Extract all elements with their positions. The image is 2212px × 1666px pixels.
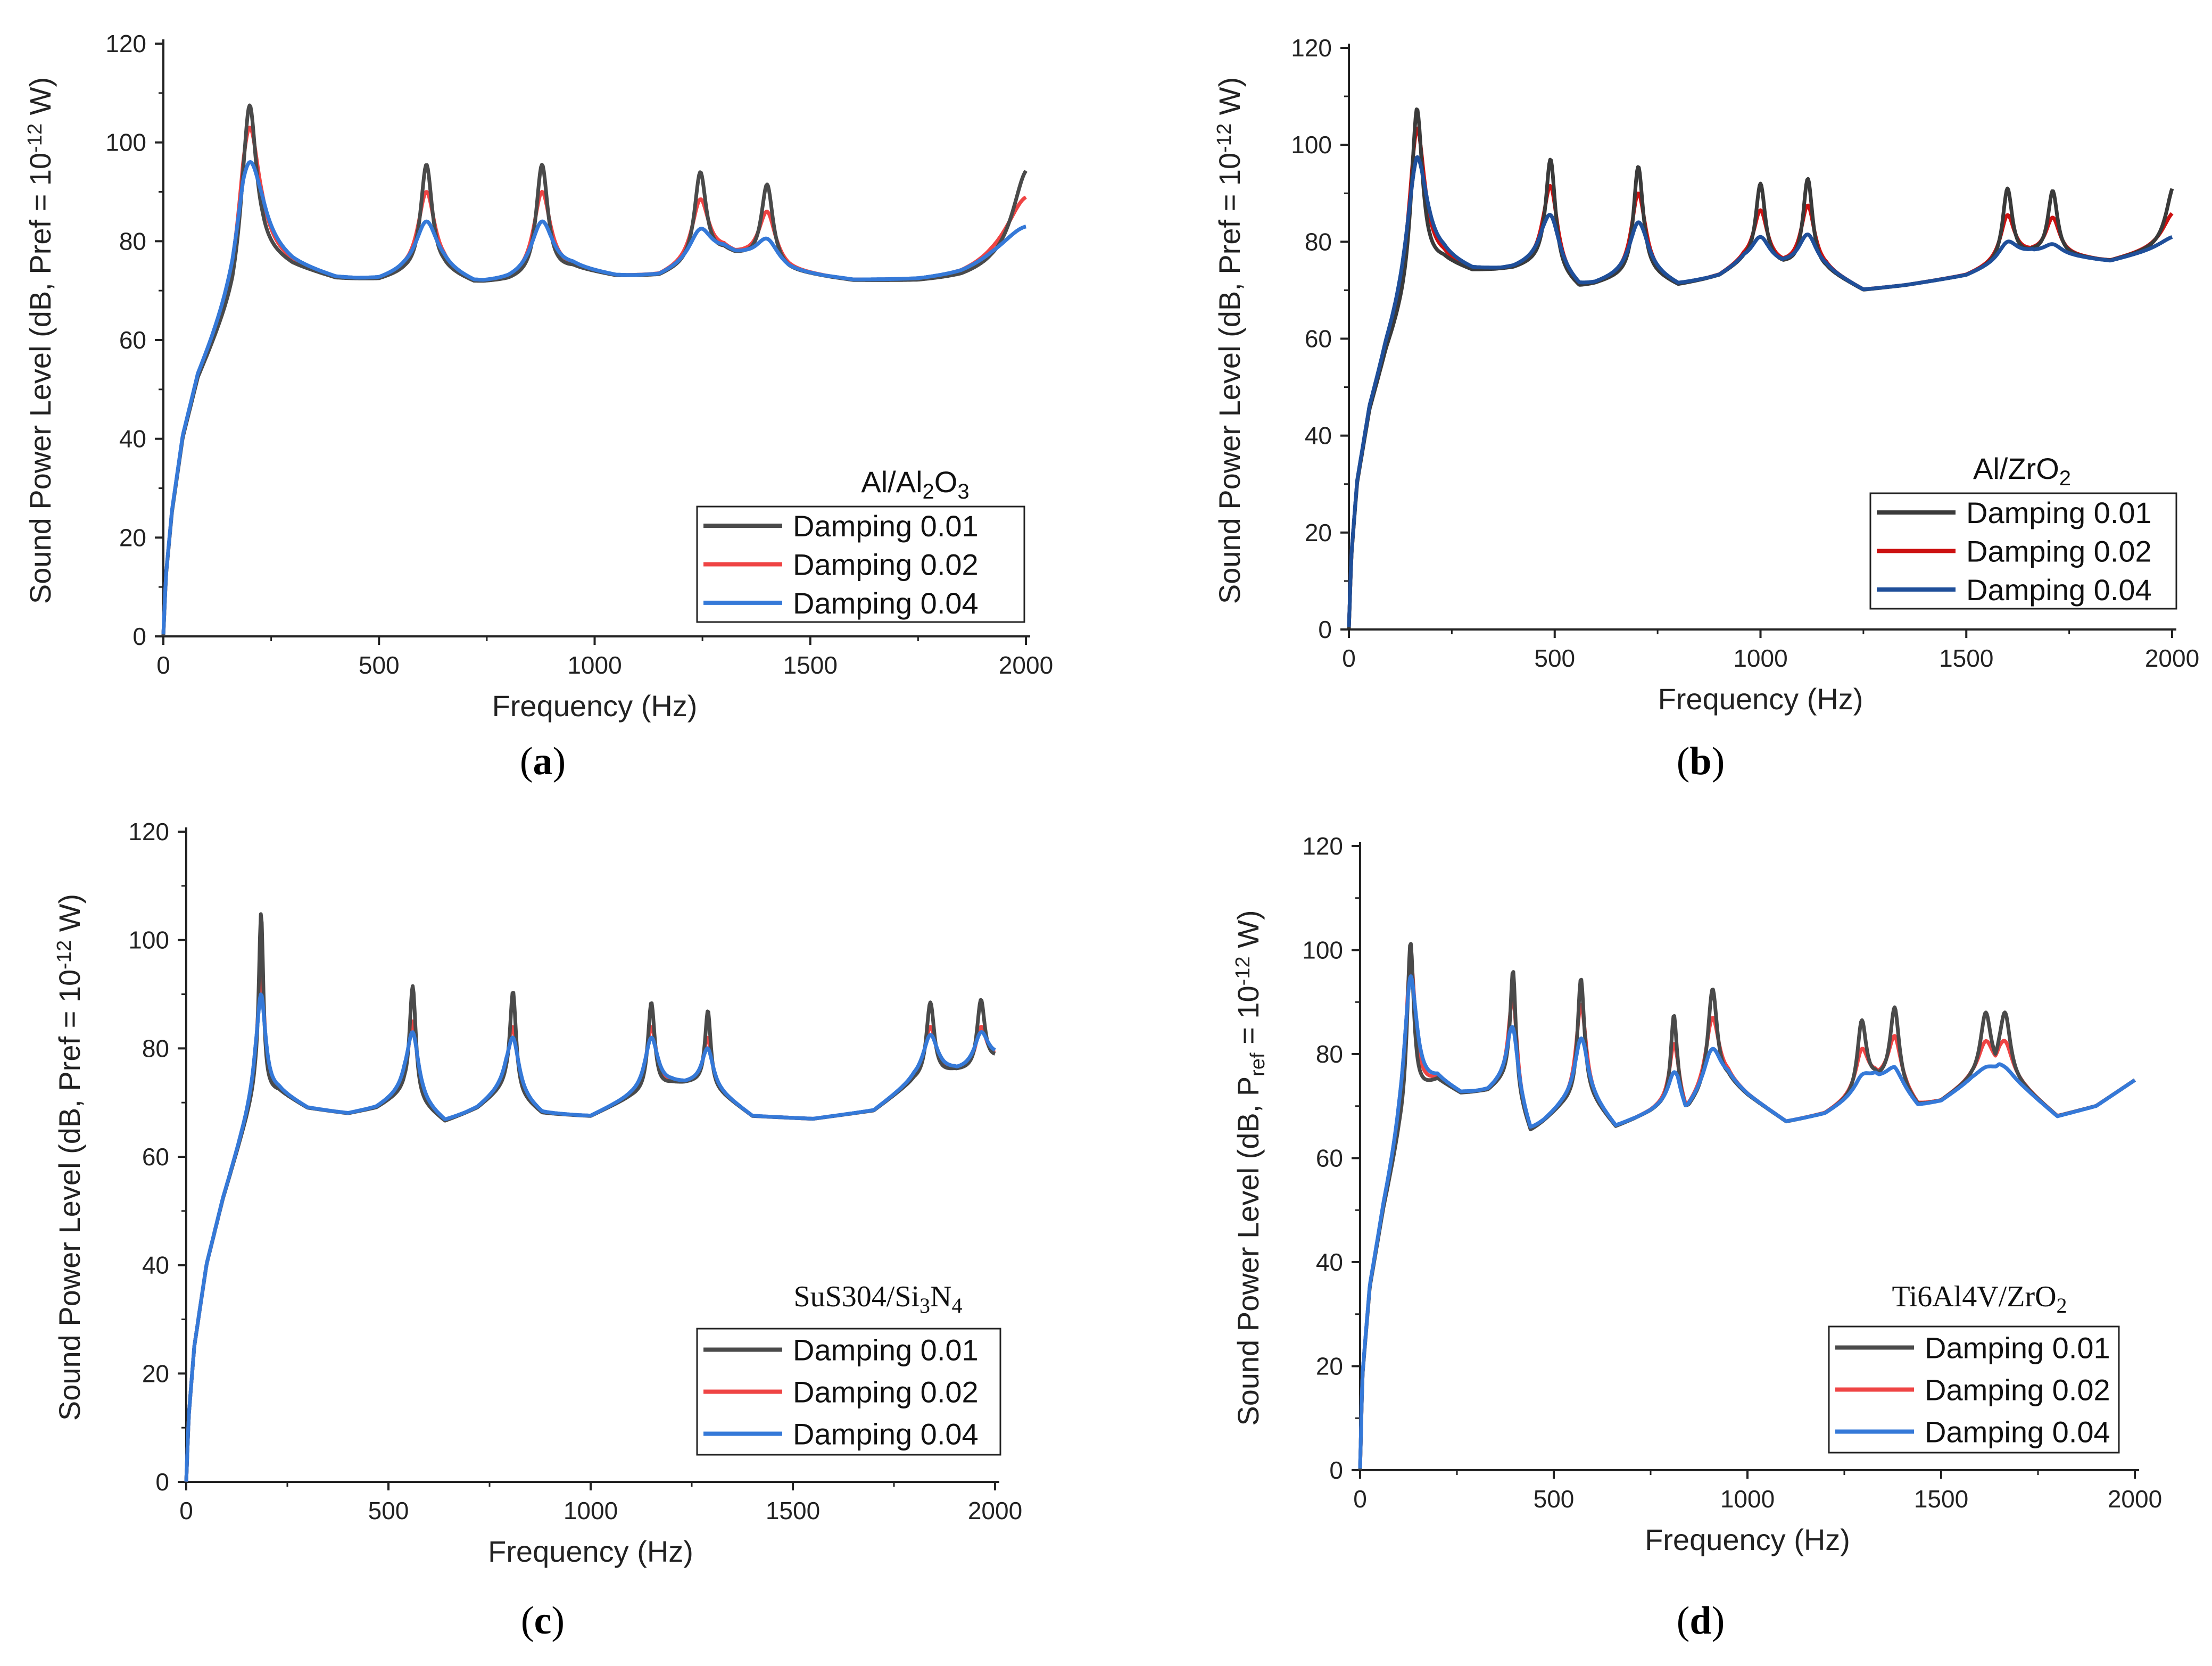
panel-label: (c) <box>521 1599 565 1643</box>
series-line-3-top <box>184 992 996 1482</box>
y-tick-label: 80 <box>119 227 146 255</box>
x-tick-label: 2000 <box>2108 1485 2162 1513</box>
legend-label-2: Damping 0.02 <box>793 1375 979 1409</box>
legend-label-1: Damping 0.01 <box>1925 1331 2110 1365</box>
legend-title: Al/Al2O3 <box>861 465 969 503</box>
x-tick-label: 2000 <box>968 1497 1022 1524</box>
x-axis-label: Frequency (Hz) <box>488 1535 693 1568</box>
x-tick-label: 1500 <box>766 1497 820 1524</box>
x-tick-label: 1000 <box>564 1497 618 1524</box>
y-tick-label: 0 <box>1318 616 1332 643</box>
y-tick-label: 80 <box>142 1034 169 1062</box>
x-tick-label: 500 <box>1534 644 1575 672</box>
y-tick-label: 40 <box>119 425 146 453</box>
chart-panel-b: 0 500 1000 1500 2000 0 20 40 60 80 100 120 Frequency… <box>1213 34 2199 783</box>
chart-panel-c: 0 500 1000 1500 2000 0 20 40 60 80 100 120 Frequency… <box>53 818 1022 1643</box>
y-tick-label: 20 <box>142 1360 169 1387</box>
y-axis-label: Sound Power Level (dB, Pref = 10-12 W) <box>1213 77 1246 604</box>
y-tick-label: 20 <box>1316 1353 1343 1380</box>
y-tick-label: 0 <box>155 1468 169 1496</box>
x-tick-label: 500 <box>368 1497 409 1524</box>
y-tick-label: 20 <box>1305 519 1332 546</box>
legend-label-1: Damping 0.01 <box>793 509 979 543</box>
x-tick-label: 0 <box>1342 644 1356 672</box>
x-tick-label: 500 <box>1534 1485 1575 1513</box>
panel-label: (a) <box>520 740 566 783</box>
y-tick-label: 60 <box>1305 325 1332 353</box>
series-line-3-top <box>1347 155 2173 627</box>
legend-label-2: Damping 0.02 <box>1925 1373 2110 1407</box>
y-tick-label: 60 <box>1316 1145 1343 1172</box>
x-tick-label: 0 <box>179 1497 193 1524</box>
legend-label-3: Damping 0.04 <box>793 586 979 620</box>
x-tick-label: 1500 <box>1914 1485 1968 1513</box>
y-tick-label: 0 <box>1329 1456 1343 1484</box>
legend-label-2: Damping 0.02 <box>793 548 979 582</box>
legend-label-1: Damping 0.01 <box>1966 496 2152 529</box>
x-tick-label: 0 <box>156 651 170 679</box>
series-line-3-top <box>1358 974 2136 1469</box>
x-axis-label: Frequency (Hz) <box>492 689 698 723</box>
y-tick-label: 40 <box>142 1251 169 1279</box>
x-tick-label: 0 <box>1353 1485 1367 1513</box>
chart-panel-d: 0 500 1000 1500 2000 0 20 40 60 80 100 120 Frequency… <box>1231 832 2162 1643</box>
x-tick-label: 1000 <box>1733 644 1787 672</box>
legend-label-3: Damping 0.04 <box>1966 573 2152 607</box>
x-axis-label: Frequency (Hz) <box>1658 682 1863 716</box>
x-tick-label: 1500 <box>783 651 838 679</box>
series-line-3-top <box>161 160 1027 635</box>
chart-panel-a: 0 500 1000 1500 2000 0 20 40 60 80 100 120 Frequency… <box>23 30 1053 783</box>
x-tick-label: 1500 <box>1939 644 1993 672</box>
y-tick-label: 120 <box>1302 832 1343 860</box>
y-tick-label: 40 <box>1305 422 1332 450</box>
x-tick-label: 2000 <box>2145 644 2199 672</box>
y-tick-label: 60 <box>119 326 146 354</box>
x-tick-label: 1000 <box>567 651 622 679</box>
x-tick-label: 500 <box>359 651 400 679</box>
y-tick-label: 120 <box>105 30 146 57</box>
y-tick-label: 100 <box>128 926 169 954</box>
y-tick-label: 80 <box>1305 228 1332 255</box>
y-axis-label: Sound Power Level (dB, Pref = 10-12 W) <box>1231 910 1269 1425</box>
x-tick-label: 1000 <box>1720 1485 1775 1513</box>
legend-title: Al/ZrO2 <box>1973 452 2071 490</box>
legend-title: SuS304/Si3N4 <box>793 1280 962 1317</box>
legend-label-3: Damping 0.04 <box>1925 1415 2110 1449</box>
y-tick-label: 120 <box>1291 34 1332 62</box>
y-tick-label: 60 <box>142 1143 169 1171</box>
legend-label-3: Damping 0.04 <box>793 1418 979 1451</box>
y-tick-label: 120 <box>128 818 169 846</box>
panel-label: (d) <box>1677 1599 1725 1643</box>
y-tick-label: 100 <box>105 129 146 156</box>
legend-label-1: Damping 0.01 <box>793 1333 979 1367</box>
x-tick-label: 2000 <box>999 651 1053 679</box>
y-tick-label: 20 <box>119 524 146 551</box>
y-tick-label: 80 <box>1316 1040 1343 1068</box>
y-tick-label: 100 <box>1291 131 1332 159</box>
y-axis-label: Sound Power Level (dB, Pref = 10-12 W) <box>23 77 57 604</box>
legend-title: Ti6Al4V/ZrO2 <box>1892 1280 2067 1317</box>
x-axis-label: Frequency (Hz) <box>1645 1523 1850 1556</box>
y-tick-label: 100 <box>1302 936 1343 964</box>
y-tick-label: 0 <box>132 623 146 650</box>
y-axis-label: Sound Power Level (dB, Pref = 10-12 W) <box>53 894 86 1421</box>
panel-label: (b) <box>1677 740 1725 783</box>
legend-label-2: Damping 0.02 <box>1966 535 2152 568</box>
y-tick-label: 40 <box>1316 1248 1343 1276</box>
